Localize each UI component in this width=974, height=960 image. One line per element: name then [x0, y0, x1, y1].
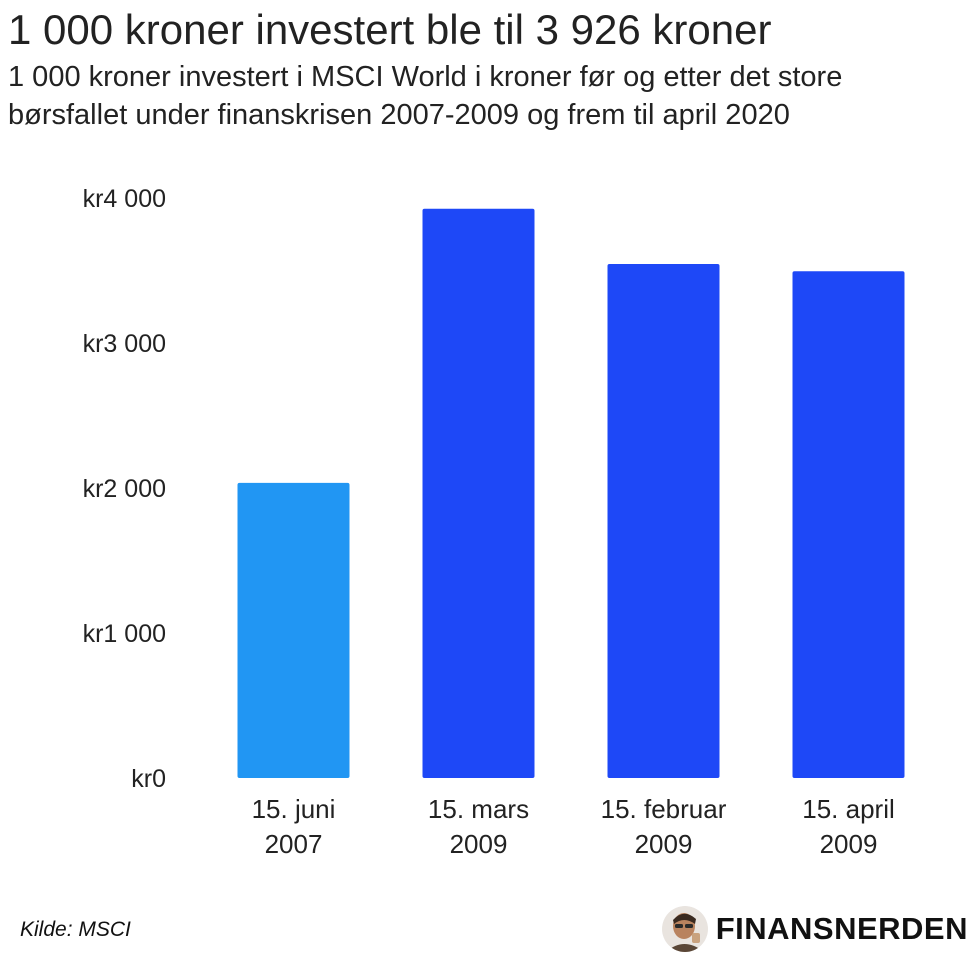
x-tick-label: 2009 [635, 829, 693, 859]
chart-title: 1 000 kroner investert ble til 3 926 kro… [8, 6, 772, 53]
x-tick-label: 2009 [450, 829, 508, 859]
chart-subtitle: 1 000 kroner investert i MSCI World i kr… [8, 61, 843, 131]
bar [607, 263, 720, 779]
bar [237, 482, 350, 778]
bars [237, 208, 905, 779]
y-tick-label: kr2 000 [83, 475, 166, 503]
x-tick-label: 15. juni [252, 794, 336, 824]
brand: FINANSNERDEN [661, 906, 968, 952]
x-tick-label: 15. april [802, 794, 895, 824]
x-axis: 15. juni 2007 15. mars 2009 15. februar 2009 1… [252, 794, 895, 859]
x-tick-label: 15. mars [428, 794, 529, 824]
person-portrait-icon [661, 906, 708, 952]
x-tick-label: 2007 [265, 829, 323, 859]
y-tick-label: kr4 000 [83, 185, 166, 213]
x-tick-label: 15. februar [601, 794, 727, 824]
brand-name: FINANSNERDEN [715, 911, 968, 946]
bar [422, 208, 535, 779]
bar-chart: kr0 kr1 000 kr2 000 kr3 000 kr4 000 15. juni… [83, 185, 905, 859]
source-note: Kilde: MSCI [20, 918, 131, 941]
y-tick-label: kr3 000 [83, 330, 166, 358]
y-tick-label: kr0 [131, 765, 166, 793]
y-axis: kr0 kr1 000 kr2 000 kr3 000 kr4 000 [83, 185, 166, 793]
y-tick-label: kr1 000 [83, 620, 166, 648]
x-tick-label: 2009 [820, 829, 878, 859]
bar [792, 271, 905, 778]
